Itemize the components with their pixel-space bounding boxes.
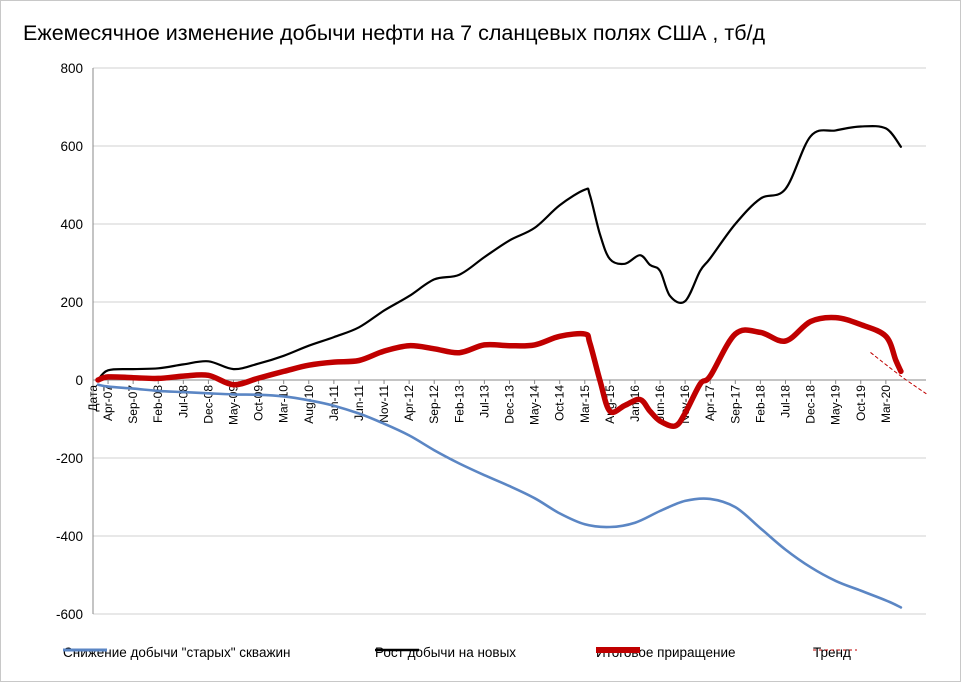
x-tick-label: Jan-11 [327,385,341,421]
x-tick-label: Oct-14 [553,385,567,421]
x-tick-label: Jul-13 [477,385,491,418]
x-tick-label: Apr-17 [703,385,717,421]
legend-label-old-wells: Снижение добычи "старых" скважин [63,645,291,660]
legend-swatch-new-wells [375,648,419,652]
y-tick-label: -600 [56,607,83,622]
legend-swatch-net-change [596,647,640,653]
x-tick-label: Nov-11 [377,385,391,423]
x-tick-label: Feb-18 [753,385,767,423]
x-tick-label: Oct-09 [252,385,266,421]
legend-item-new-wells: Рост добычи на новых [375,645,516,660]
x-tick-label: Dec-13 [503,385,517,424]
legend-label-trend: Тренд [813,645,851,660]
x-tick-label: Sep-07 [126,385,140,424]
x-tick-label: Jul-18 [778,385,792,418]
x-tick-label: Dec-18 [804,385,818,424]
x-tick-label: Jul-08 [176,385,190,418]
line-chart: 800 600 400 200 0 -200 -400 -600 Дата Apr-07 Sep-… [56,61,927,622]
y-tick-label: 200 [60,295,83,310]
y-tick-label: 600 [60,139,83,154]
legend-item-trend: Тренд [813,645,857,660]
series-line-new-wells [96,124,902,382]
x-tick-label: May-14 [528,385,542,425]
y-tick-label: 400 [60,217,83,232]
y-tick-label: -400 [56,529,83,544]
legend-item-old-wells: Снижение добычи "старых" скважин [63,645,290,660]
legend-item-net-change: Итоговое приращение [596,645,736,660]
x-tick-label: Dec-08 [201,385,215,424]
series-line-old-wells [96,383,903,609]
legend-swatch-old-wells [63,648,107,652]
x-tick-label: May-09 [227,385,241,425]
x-tick-label: Feb-13 [452,385,466,423]
series-line-trend [870,352,927,395]
y-tick-label: -200 [56,451,83,466]
y-axis-ticks: 800 600 400 200 0 -200 -400 -600 [56,61,83,622]
x-tick-label: Oct-19 [854,385,868,421]
x-tick-label: Sep-17 [728,385,742,424]
grid-lines [93,67,926,615]
x-tick-label: Sep-12 [427,385,441,424]
y-tick-label: 0 [75,373,83,388]
x-tick-label: May-19 [829,385,843,425]
series-line-net-change [95,314,904,429]
legend: Снижение добычи "старых" скважин Рост до… [61,641,941,669]
chart-title: Ежемесячное изменение добычи нефти на 7 … [23,21,766,45]
x-axis: Дата Apr-07 Sep-07 Feb-08 Jul-08 Dec-08 May-09… [86,68,926,614]
x-tick-label: Apr-12 [402,385,416,421]
series-layer [95,124,927,609]
x-tick-label: Apr-07 [101,385,115,421]
x-tick-label: Feb-08 [151,385,165,423]
x-tick-label: Jun-16 [653,385,667,422]
x-tick-label: Aug-10 [302,385,316,424]
x-tick-label: Mar-20 [879,385,893,423]
x-tick-label: Mar-15 [578,385,592,423]
y-tick-label: 800 [60,61,83,76]
x-tick-label: Mar-10 [277,385,291,423]
x-tick-label: Дата [86,385,100,412]
legend-swatch-trend [813,649,857,651]
